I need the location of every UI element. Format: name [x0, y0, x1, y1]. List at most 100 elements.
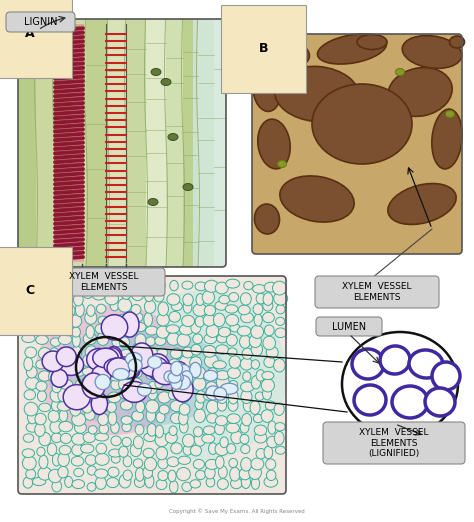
FancyBboxPatch shape: [43, 268, 165, 296]
Ellipse shape: [354, 385, 386, 415]
Ellipse shape: [131, 388, 142, 401]
Ellipse shape: [183, 366, 195, 376]
Ellipse shape: [168, 371, 183, 385]
Ellipse shape: [392, 386, 428, 418]
Ellipse shape: [253, 36, 267, 48]
Ellipse shape: [118, 446, 128, 457]
Ellipse shape: [395, 68, 404, 76]
Ellipse shape: [56, 347, 76, 366]
Ellipse shape: [155, 379, 163, 388]
Ellipse shape: [265, 459, 276, 470]
Ellipse shape: [179, 411, 188, 425]
Ellipse shape: [144, 283, 155, 291]
Ellipse shape: [207, 413, 218, 423]
Ellipse shape: [27, 411, 37, 424]
Ellipse shape: [50, 388, 63, 402]
Ellipse shape: [240, 293, 251, 305]
Ellipse shape: [181, 371, 192, 386]
Text: XYLEM  VESSEL
ELEMENTS: XYLEM VESSEL ELEMENTS: [69, 272, 139, 292]
Ellipse shape: [109, 449, 122, 457]
Bar: [54, 19, 70, 267]
Ellipse shape: [95, 374, 110, 389]
Ellipse shape: [204, 334, 217, 343]
Ellipse shape: [86, 388, 97, 398]
Ellipse shape: [51, 370, 68, 387]
Ellipse shape: [38, 348, 51, 359]
Ellipse shape: [57, 293, 71, 306]
Ellipse shape: [119, 389, 132, 399]
Ellipse shape: [161, 78, 171, 86]
Ellipse shape: [229, 458, 237, 468]
Ellipse shape: [342, 332, 458, 436]
Ellipse shape: [98, 413, 109, 425]
Ellipse shape: [261, 379, 274, 392]
Text: LIGNIN: LIGNIN: [24, 17, 57, 27]
Ellipse shape: [131, 289, 144, 301]
Ellipse shape: [23, 477, 33, 488]
Ellipse shape: [193, 334, 202, 343]
Ellipse shape: [215, 301, 228, 310]
Ellipse shape: [425, 388, 455, 416]
Ellipse shape: [242, 348, 253, 359]
Ellipse shape: [242, 413, 252, 426]
Ellipse shape: [122, 437, 131, 447]
Bar: [146, 19, 166, 267]
Ellipse shape: [158, 302, 168, 316]
Ellipse shape: [120, 312, 139, 337]
Ellipse shape: [263, 336, 275, 350]
Ellipse shape: [88, 278, 98, 289]
Bar: [198, 19, 214, 267]
Ellipse shape: [108, 315, 119, 326]
Ellipse shape: [60, 433, 72, 444]
Ellipse shape: [318, 34, 387, 64]
Ellipse shape: [82, 373, 105, 398]
Ellipse shape: [263, 387, 272, 400]
Text: Copyright © Save My Exams. All Rights Reserved: Copyright © Save My Exams. All Rights Re…: [169, 508, 305, 514]
Ellipse shape: [158, 370, 169, 379]
Ellipse shape: [93, 348, 105, 361]
Ellipse shape: [123, 456, 132, 467]
Ellipse shape: [109, 325, 117, 335]
Ellipse shape: [131, 279, 140, 291]
Ellipse shape: [203, 426, 215, 434]
Ellipse shape: [47, 326, 59, 336]
Ellipse shape: [402, 35, 462, 68]
Ellipse shape: [93, 355, 120, 374]
Ellipse shape: [53, 454, 61, 466]
Ellipse shape: [87, 349, 110, 371]
Ellipse shape: [95, 369, 105, 381]
Ellipse shape: [380, 346, 410, 374]
Ellipse shape: [129, 378, 143, 392]
Ellipse shape: [240, 382, 254, 392]
Ellipse shape: [255, 392, 264, 400]
Ellipse shape: [95, 469, 108, 478]
Ellipse shape: [109, 373, 123, 381]
Ellipse shape: [74, 422, 86, 433]
Ellipse shape: [170, 400, 183, 412]
Ellipse shape: [170, 481, 178, 493]
Ellipse shape: [37, 447, 45, 456]
Ellipse shape: [124, 360, 140, 378]
Ellipse shape: [51, 433, 62, 443]
Ellipse shape: [193, 427, 203, 437]
Ellipse shape: [244, 281, 253, 290]
Ellipse shape: [183, 445, 192, 455]
Ellipse shape: [73, 334, 80, 347]
Ellipse shape: [216, 456, 224, 468]
Ellipse shape: [59, 421, 73, 432]
Ellipse shape: [167, 333, 180, 346]
Ellipse shape: [241, 312, 254, 323]
Ellipse shape: [254, 314, 262, 326]
Ellipse shape: [72, 346, 82, 359]
Ellipse shape: [131, 304, 141, 315]
Bar: [18, 19, 36, 267]
Ellipse shape: [204, 280, 219, 292]
Ellipse shape: [264, 357, 275, 367]
Ellipse shape: [146, 400, 159, 413]
Ellipse shape: [151, 68, 161, 76]
Ellipse shape: [226, 423, 239, 433]
Ellipse shape: [116, 357, 133, 375]
Ellipse shape: [105, 292, 118, 305]
Ellipse shape: [274, 431, 284, 445]
Ellipse shape: [144, 313, 153, 327]
